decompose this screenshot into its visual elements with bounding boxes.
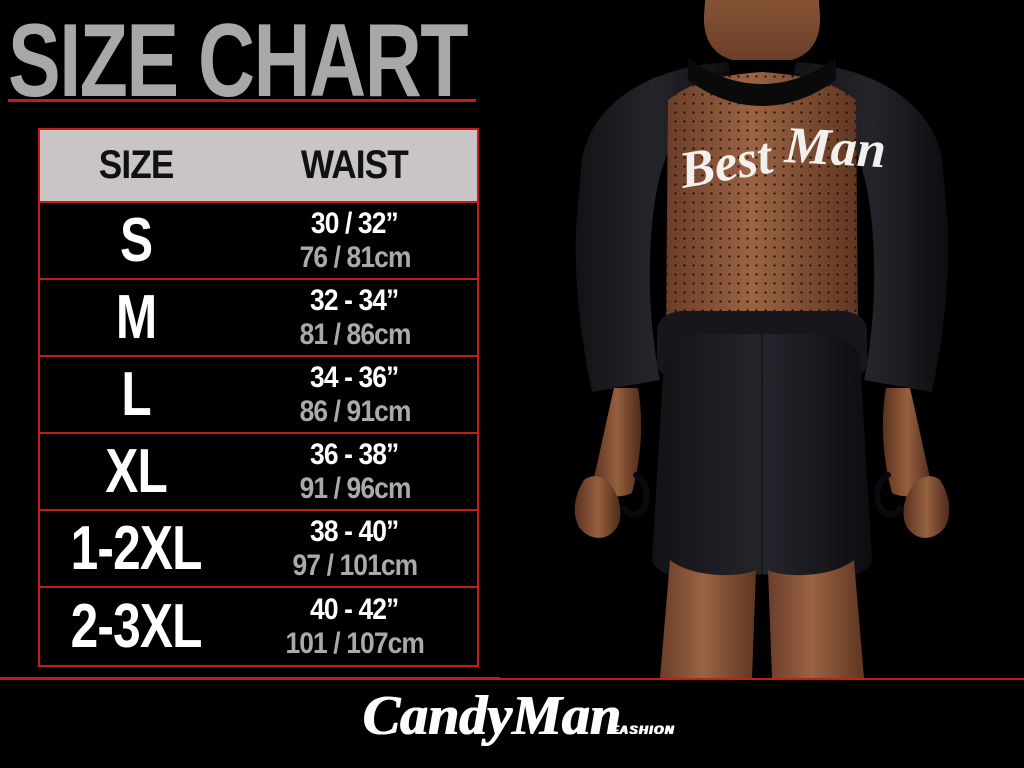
svg-text:Man: Man bbox=[782, 117, 887, 179]
